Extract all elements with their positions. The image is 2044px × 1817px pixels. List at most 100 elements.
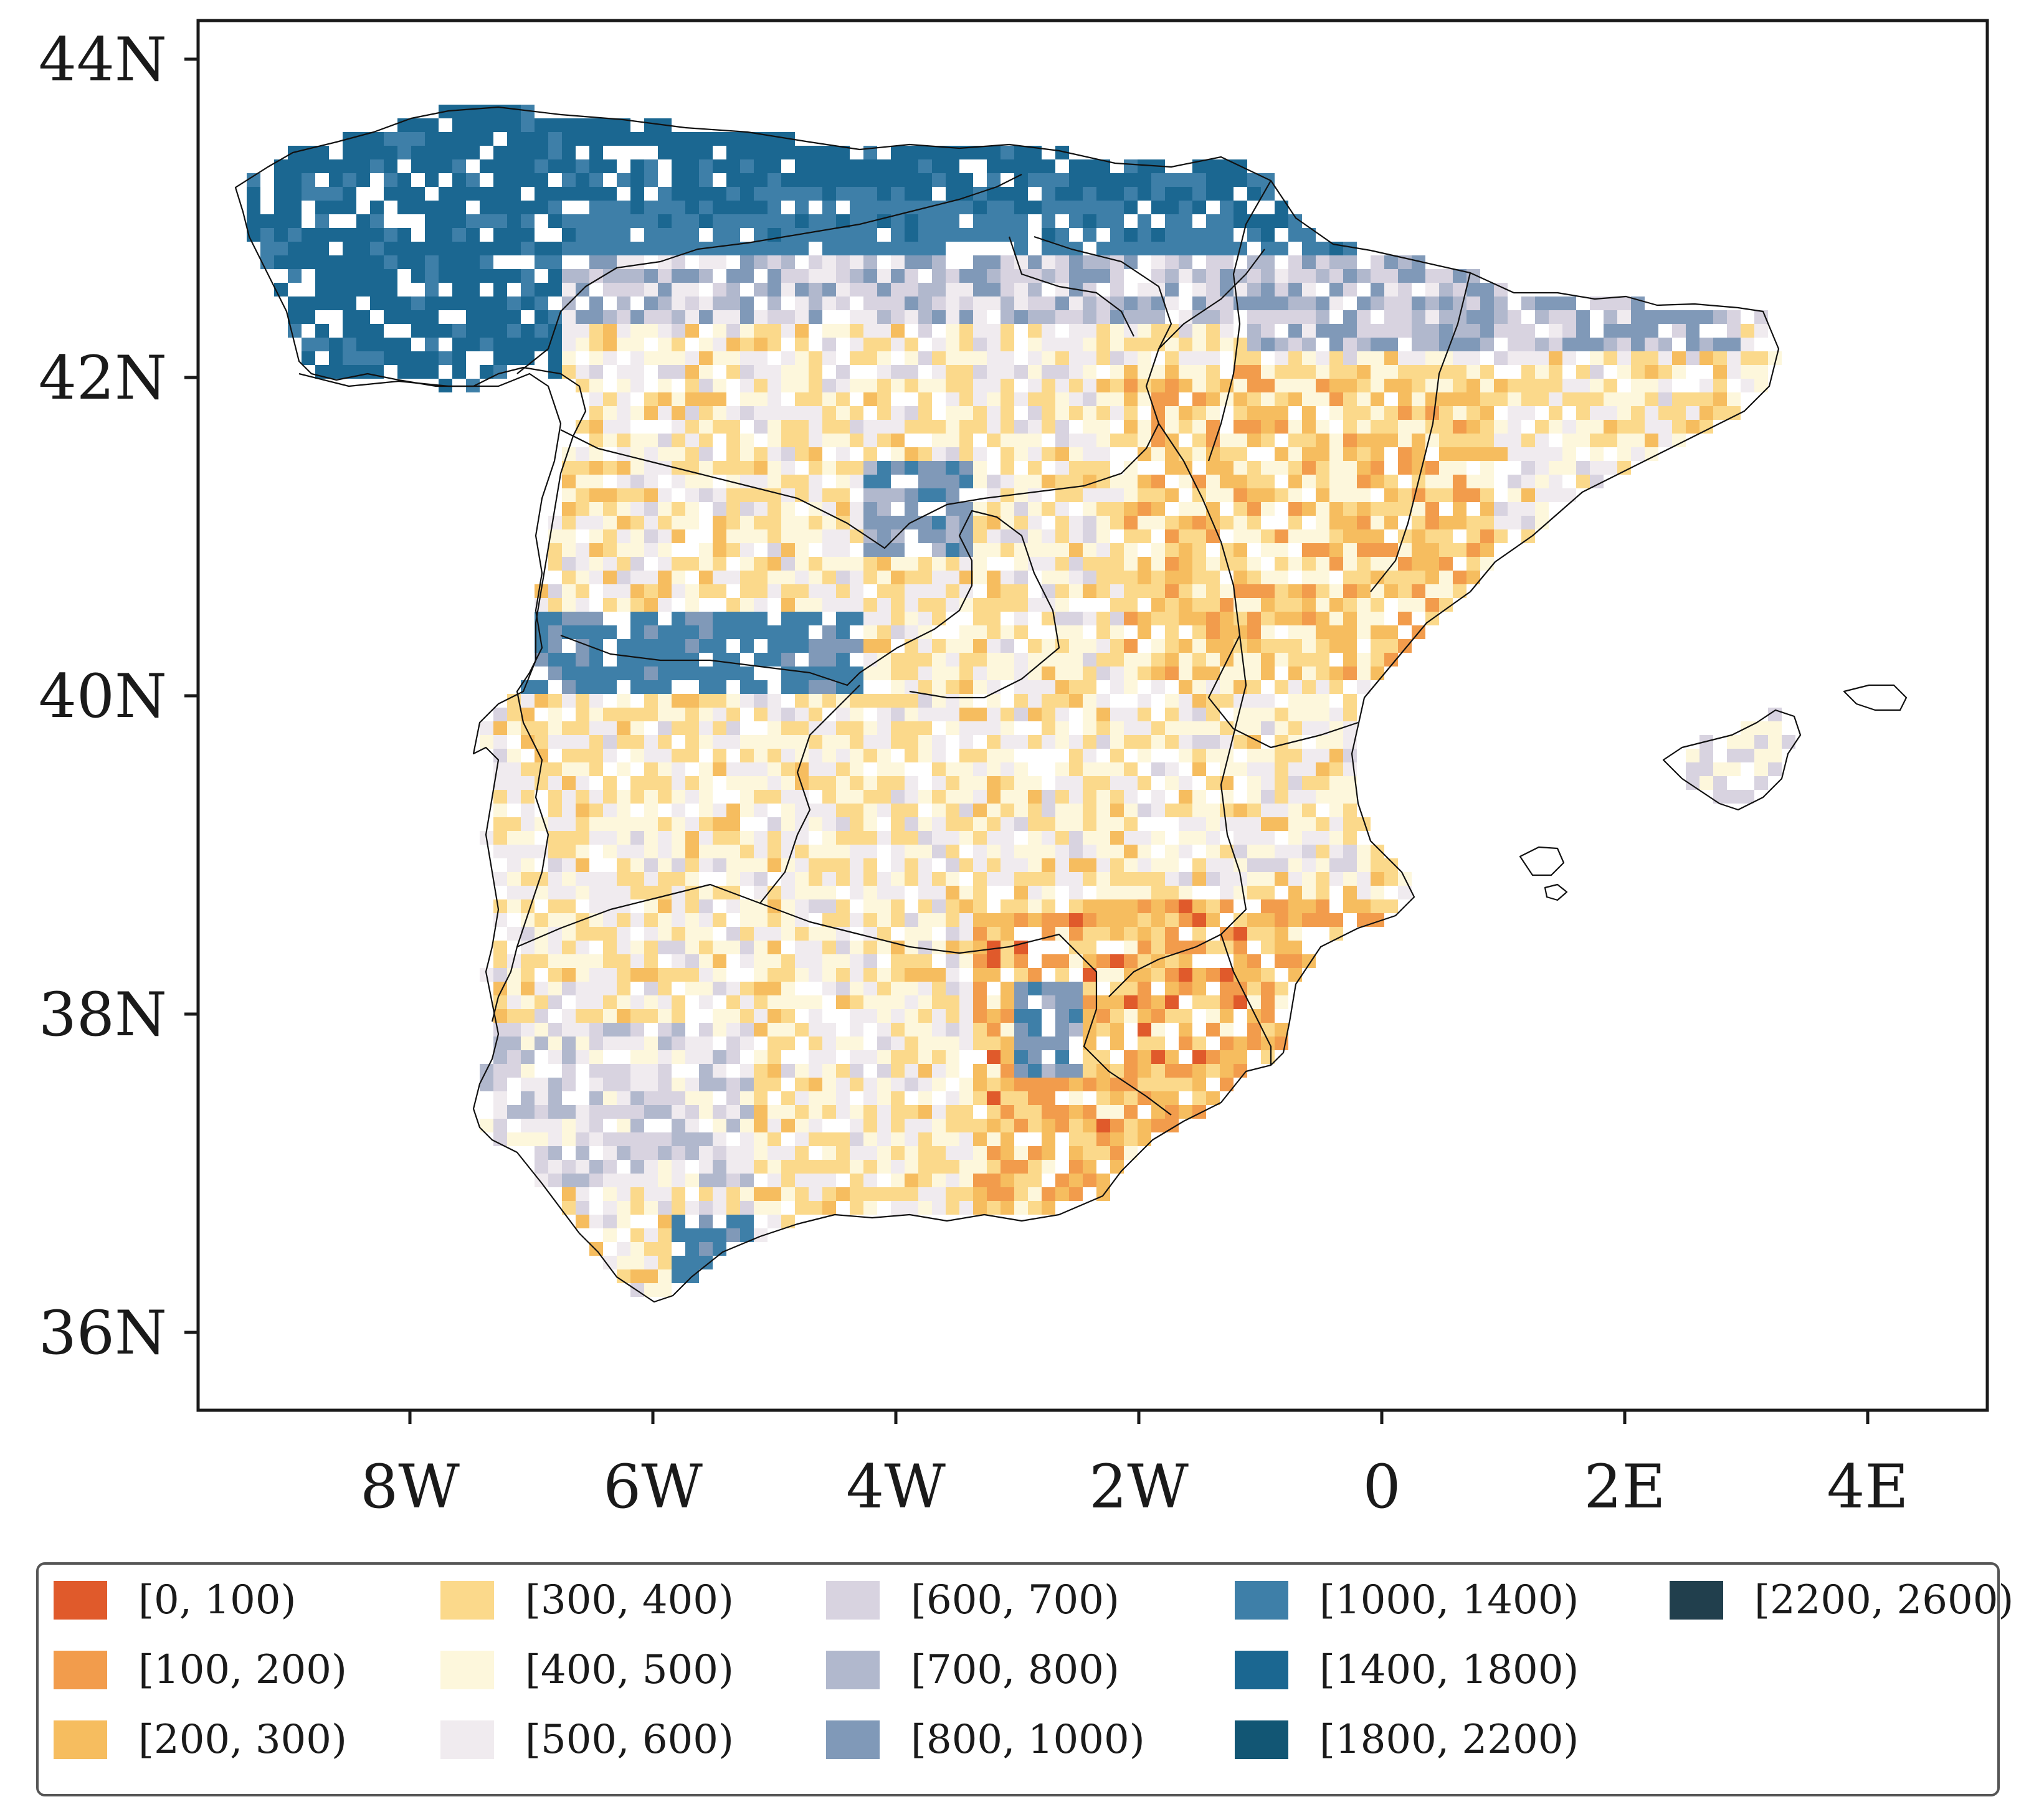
map-cell <box>699 557 713 571</box>
map-cell <box>726 529 740 543</box>
map-cell <box>1247 708 1261 721</box>
map-cell <box>795 1091 809 1105</box>
map-cell <box>1151 667 1165 680</box>
map-cell <box>877 1009 891 1023</box>
map-cell <box>617 721 630 735</box>
map-cell <box>1329 735 1343 749</box>
map-cell <box>932 680 946 694</box>
map-cell <box>781 927 795 941</box>
map-cell <box>1096 845 1110 858</box>
map-cell <box>1069 173 1083 187</box>
map-cell <box>726 735 740 749</box>
map-cell <box>1179 708 1192 721</box>
map-cell <box>589 1242 603 1256</box>
map-cell <box>822 749 836 762</box>
map-cell <box>1576 392 1590 406</box>
map-cell <box>535 817 548 831</box>
map-cell <box>603 1146 617 1160</box>
map-cell <box>795 639 809 653</box>
map-cell <box>1220 680 1234 694</box>
map-cell <box>288 269 302 283</box>
map-cell <box>302 338 315 351</box>
map-cell <box>535 694 548 708</box>
map-cell <box>959 735 973 749</box>
map-cell <box>1151 571 1165 584</box>
map-cell <box>1590 365 1604 379</box>
map-cell <box>1151 899 1165 913</box>
map-cell <box>1028 639 1042 653</box>
map-cell <box>603 159 617 173</box>
map-cell <box>1261 625 1275 639</box>
map-cell <box>589 1105 603 1119</box>
map-cell <box>754 625 768 639</box>
map-cell <box>1617 447 1631 461</box>
map-cell <box>1083 954 1096 968</box>
map-cell <box>1261 721 1275 735</box>
map-cell <box>713 680 726 694</box>
map-cell <box>1055 1050 1069 1064</box>
map-cell <box>548 1146 562 1160</box>
map-cell <box>959 1119 973 1132</box>
map-cell <box>370 269 384 283</box>
map-cell <box>548 708 562 721</box>
map-cell <box>1343 543 1357 557</box>
map-cell <box>726 187 740 201</box>
map-cell <box>1357 584 1371 598</box>
map-cell <box>726 1174 740 1187</box>
map-cell <box>781 776 795 790</box>
map-cell <box>1083 845 1096 858</box>
map-cell <box>603 598 617 612</box>
map-cell <box>562 776 576 790</box>
map-cell <box>1371 269 1384 283</box>
map-cell <box>576 461 589 475</box>
map-cell <box>1096 488 1110 502</box>
map-cell <box>1206 858 1220 872</box>
map-cell <box>699 461 713 475</box>
map-cell <box>740 1174 754 1187</box>
map-cell <box>1124 187 1138 201</box>
map-cell <box>726 324 740 338</box>
map-cell <box>1371 584 1384 598</box>
map-cell <box>1001 762 1014 776</box>
map-cell <box>548 1037 562 1050</box>
map-cell <box>1727 762 1741 776</box>
map-cell <box>1466 543 1480 557</box>
map-cell <box>809 297 822 310</box>
map-cell <box>1096 653 1110 667</box>
map-cell <box>1206 338 1220 351</box>
map-cell <box>1001 392 1014 406</box>
map-cell <box>1371 667 1384 680</box>
map-cell <box>1096 913 1110 927</box>
map-cell <box>1179 804 1192 817</box>
map-cell <box>1179 475 1192 488</box>
map-cell <box>521 105 535 118</box>
map-cell <box>507 310 521 324</box>
map-cell <box>1371 886 1384 899</box>
map-cell <box>658 1201 672 1215</box>
map-cell <box>1179 790 1192 804</box>
map-cell <box>1247 516 1261 529</box>
map-cell <box>973 680 987 694</box>
map-cell <box>987 1037 1001 1050</box>
map-cell <box>973 954 987 968</box>
map-cell <box>589 1119 603 1132</box>
map-cell <box>918 310 932 324</box>
map-cell <box>521 995 535 1009</box>
map-cell <box>822 653 836 667</box>
map-cell <box>1001 351 1014 365</box>
map-cell <box>1014 1064 1028 1078</box>
map-cell <box>918 324 932 338</box>
map-cell <box>754 708 768 721</box>
map-cell <box>1083 571 1096 584</box>
map-cell <box>1288 721 1302 735</box>
map-cell <box>658 214 672 228</box>
map-cell <box>1288 872 1302 886</box>
map-cell <box>822 831 836 845</box>
map-cell <box>973 817 987 831</box>
map-cell <box>1001 1091 1014 1105</box>
map-cell <box>1096 927 1110 941</box>
map-cell <box>1302 297 1316 310</box>
map-cell <box>1192 653 1206 667</box>
map-cell <box>370 283 384 297</box>
map-cell <box>1234 420 1247 434</box>
